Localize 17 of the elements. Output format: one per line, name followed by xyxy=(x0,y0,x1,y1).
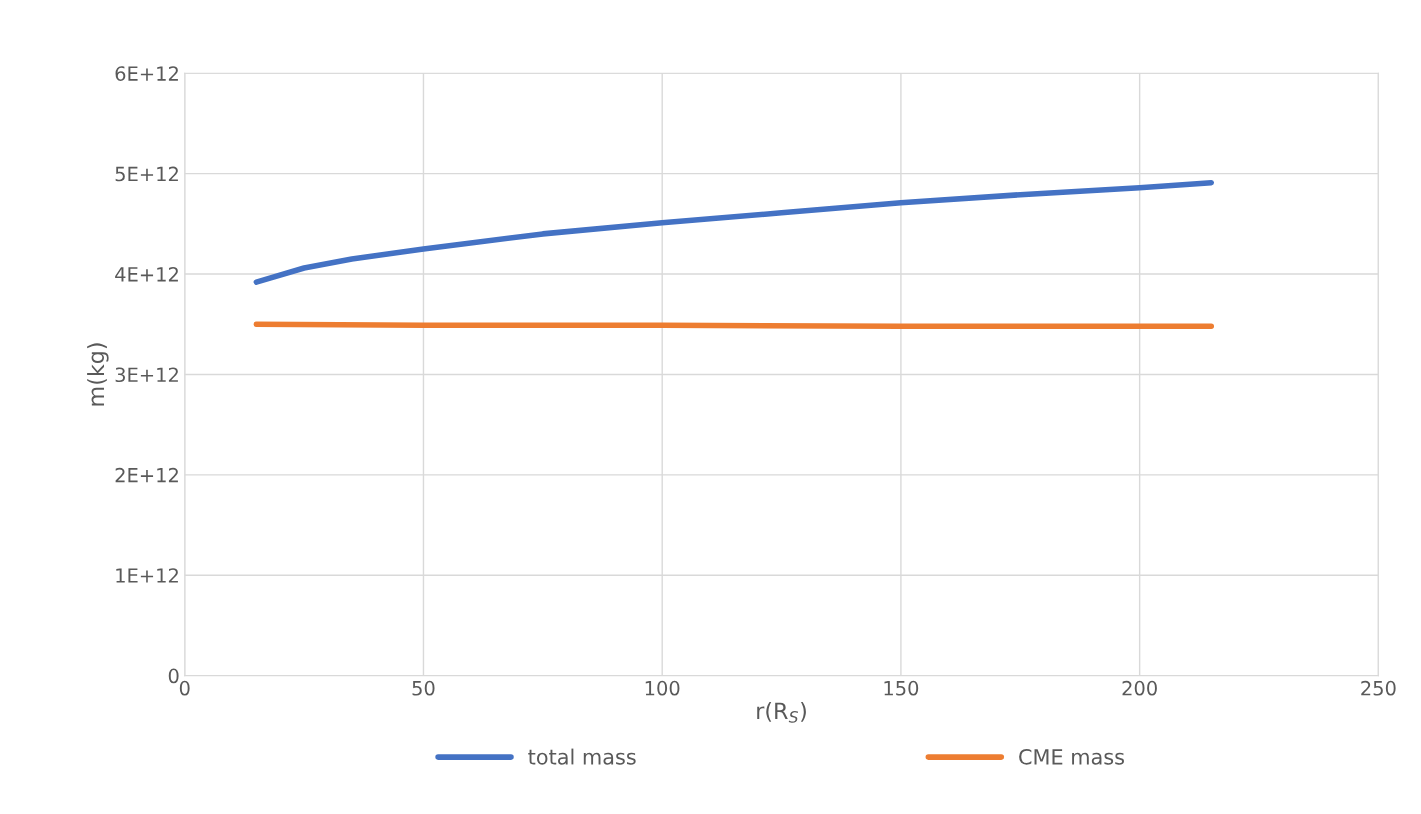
y-tick-label: 5E+12 xyxy=(115,166,178,182)
x-tick-label: 0 xyxy=(179,680,190,696)
y-tick-label: 1E+12 xyxy=(116,568,178,583)
y-axis-title: m(kg) xyxy=(87,343,109,406)
x-axis-title: r(R$_{S}$) xyxy=(757,702,806,723)
y-tick-label: 3E+12 xyxy=(115,367,178,383)
y-tick-label: 2E+12 xyxy=(115,467,178,483)
x-tick-label: 100 xyxy=(645,680,680,696)
legend-label: total mass xyxy=(528,748,636,765)
x-tick-label: 150 xyxy=(884,680,919,696)
x-tick-label: 250 xyxy=(1361,680,1396,696)
y-tick-label: 4E+12 xyxy=(115,267,178,282)
x-tick-label: 50 xyxy=(412,680,435,696)
legend-label: CME mass xyxy=(1019,748,1124,765)
y-tick-label: 0 xyxy=(168,668,179,684)
x-tick-label: 200 xyxy=(1122,680,1157,696)
y-tick-label: 6E+12 xyxy=(115,66,178,81)
